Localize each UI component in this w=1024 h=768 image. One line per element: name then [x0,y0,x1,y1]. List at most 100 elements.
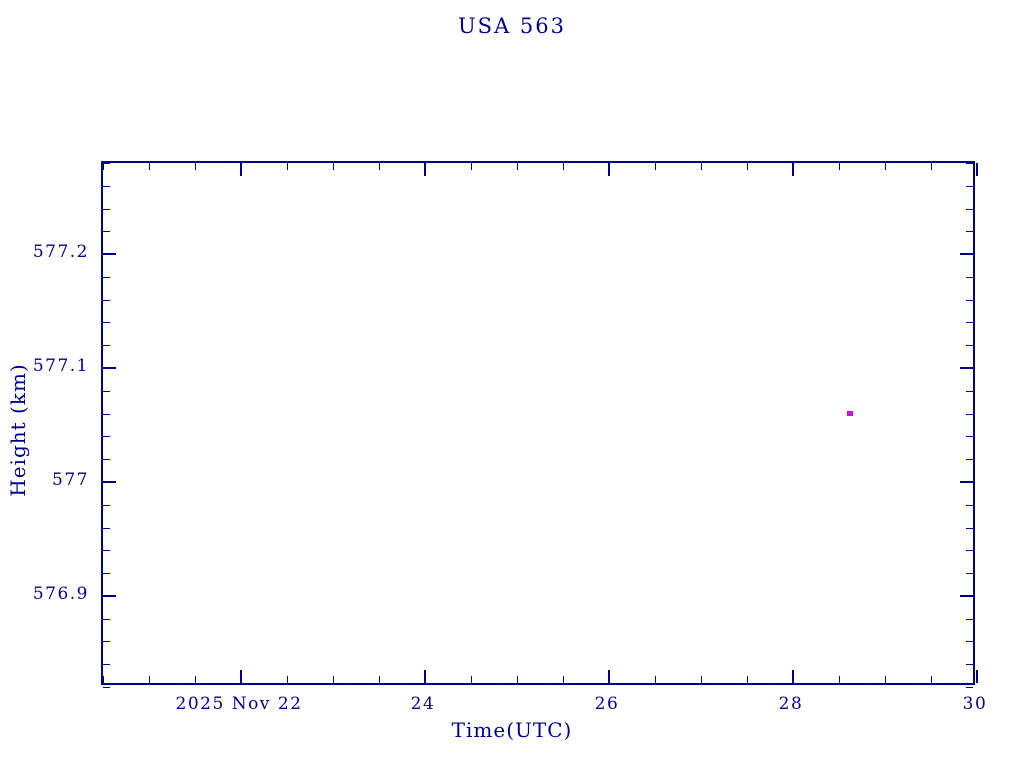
axis-minor-tick [103,208,110,210]
axis-minor-tick [966,573,973,575]
axis-minor-tick [471,676,472,683]
y-tick-label: 576.9 [32,583,89,604]
axis-minor-tick [195,676,196,683]
page-title: USA 563 [457,14,566,38]
x-tick-label: 26 [594,694,620,714]
axis-minor-tick [966,687,973,688]
y-tick-label: 577.2 [32,242,89,263]
axis-minor-tick [103,527,110,529]
axis-minor-tick [655,163,656,170]
axis-minor-tick [885,163,886,170]
axis-minor-tick [103,276,110,278]
axis-minor-tick [103,641,110,643]
axis-minor-tick [287,163,288,170]
y-tick-label: 577.1 [32,356,89,377]
y-tick-label: 577 [52,469,89,490]
data-point [847,410,854,416]
axis-minor-tick [966,345,973,347]
axis-minor-tick [966,413,973,415]
axis-major-tick [424,163,426,176]
plot-area [101,161,978,688]
axis-minor-tick [103,459,110,461]
axis-minor-tick [103,413,110,415]
axis-major-tick [792,670,794,683]
axis-minor-tick [103,163,110,164]
axis-minor-tick [103,185,110,187]
axis-major-tick [976,670,978,683]
axis-major-tick [960,594,973,597]
axis-minor-tick [103,687,110,688]
axis-major-tick [960,367,973,370]
axis-minor-tick [517,163,518,170]
axis-major-tick [103,594,116,597]
axis-major-tick [960,480,973,483]
axis-minor-tick [103,676,104,683]
axis-minor-tick [655,676,656,683]
axis-minor-tick [563,676,564,683]
axis-minor-tick [103,345,110,347]
axis-minor-tick [839,163,840,170]
axis-minor-tick [966,618,973,620]
axis-major-tick [976,163,978,176]
axis-minor-tick [966,185,973,187]
axis-minor-tick [103,504,110,506]
axis-major-tick [792,163,794,176]
x-tick-label: 2025 Nov 22 [175,694,303,714]
axis-minor-tick [966,527,973,529]
axis-minor-tick [966,436,973,438]
axis-major-tick [240,163,242,176]
axis-minor-tick [149,676,150,683]
axis-major-tick [960,253,973,256]
axis-minor-tick [195,163,196,170]
axis-minor-tick [517,676,518,683]
axis-minor-tick [103,664,110,666]
axis-minor-tick [471,163,472,170]
axis-minor-tick [747,676,748,683]
axis-minor-tick [966,208,973,210]
axis-minor-tick [103,231,110,233]
axis-minor-tick [885,676,886,683]
y-axis-title: Height (km) [6,363,30,497]
x-tick-label: 30 [962,694,988,714]
axis-major-tick [240,670,242,683]
axis-minor-tick [287,676,288,683]
axis-minor-tick [747,163,748,170]
axis-major-tick [103,480,116,483]
axis-minor-tick [966,276,973,278]
axis-minor-tick [931,163,932,170]
axis-major-tick [608,163,610,176]
axis-major-tick [608,670,610,683]
axis-minor-tick [379,676,380,683]
axis-minor-tick [966,664,973,666]
axis-major-tick [103,367,116,370]
axis-minor-tick [103,163,104,170]
axis-minor-tick [966,322,973,324]
axis-minor-tick [103,390,110,392]
axis-minor-tick [966,550,973,552]
axis-minor-tick [149,163,150,170]
axis-minor-tick [379,163,380,170]
axis-minor-tick [103,618,110,620]
axis-minor-tick [701,676,702,683]
axis-minor-tick [966,641,973,643]
axis-minor-tick [966,163,973,164]
axis-minor-tick [103,436,110,438]
axis-minor-tick [966,299,973,301]
axis-minor-tick [966,504,973,506]
axis-minor-tick [931,676,932,683]
axis-minor-tick [839,676,840,683]
axis-major-tick [103,253,116,256]
x-tick-label: 24 [410,694,436,714]
axis-minor-tick [333,676,334,683]
axis-minor-tick [966,390,973,392]
axis-minor-tick [563,163,564,170]
axis-minor-tick [103,299,110,301]
axis-minor-tick [103,573,110,575]
axis-minor-tick [966,459,973,461]
axis-minor-tick [966,231,973,233]
x-axis-title: Time(UTC) [451,718,573,742]
axis-major-tick [424,670,426,683]
axis-minor-tick [103,322,110,324]
x-tick-label: 28 [778,694,804,714]
axis-minor-tick [701,163,702,170]
